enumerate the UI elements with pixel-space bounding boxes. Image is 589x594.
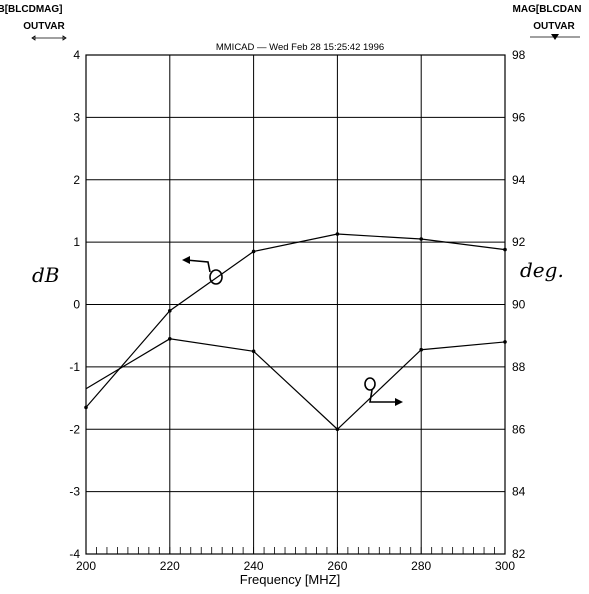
series-right-point xyxy=(419,347,424,352)
x-tick-labels: 200 220 240 260 280 300 xyxy=(76,559,515,573)
y-left-tick-label: -2 xyxy=(69,422,80,436)
series-left-point xyxy=(335,232,340,236)
left-axis-header: B[BLCDMAG] xyxy=(0,4,63,15)
series-left-point xyxy=(251,249,256,254)
y-left-tick-label: -4 xyxy=(69,547,80,561)
series-left-point xyxy=(168,308,172,313)
y-right-tick-label: 86 xyxy=(512,422,526,436)
y-left-tick-labels: 4 3 2 1 0 -1 -2 -3 -4 xyxy=(69,48,80,561)
series-left-point xyxy=(84,405,88,410)
grid xyxy=(86,55,505,554)
series-right-point xyxy=(168,337,172,341)
right-series-arrow-annotation xyxy=(364,377,403,406)
x-tick-label: 220 xyxy=(160,559,180,573)
y-right-tick-label: 88 xyxy=(512,360,526,374)
left-axis-header-marker-tri-r xyxy=(62,35,67,41)
x-axis-label: Frequency [MHZ] xyxy=(240,572,340,587)
y-right-tick-labels: 98 96 94 92 90 88 86 84 82 xyxy=(512,48,526,561)
y-right-tick-label: 96 xyxy=(512,110,526,124)
y-left-tick-label: 4 xyxy=(73,48,80,62)
y-left-tick-label: -3 xyxy=(69,485,80,499)
x-tick-label: 260 xyxy=(327,559,347,573)
x-tick-label: 240 xyxy=(244,559,264,573)
chart-title: MMICAD — Wed Feb 28 15:25:42 1996 xyxy=(216,42,384,53)
y-right-tick-label: 82 xyxy=(512,547,526,561)
series-left-point xyxy=(419,237,424,241)
series-left-line xyxy=(85,233,506,408)
y-right-tick-label: 84 xyxy=(512,485,526,499)
right-axis-header: MAG[BLCDAN xyxy=(513,4,582,15)
series-layer xyxy=(84,232,507,432)
y-left-tick-label: -1 xyxy=(69,360,80,374)
right-axis-header-marker-tri xyxy=(551,34,559,40)
left-axis-subheader: OUTVAR xyxy=(23,21,65,32)
y-right-tick-label: 94 xyxy=(512,173,526,187)
right-hand-label: deg. xyxy=(520,258,564,282)
y-right-tick-label: 90 xyxy=(512,298,526,312)
y-left-tick-label: 0 xyxy=(73,298,80,312)
y-left-tick-label: 2 xyxy=(73,173,80,187)
y-left-tick-label: 3 xyxy=(73,110,80,124)
minor-ticks xyxy=(85,547,506,554)
series-right-point xyxy=(251,349,256,354)
y-right-tick-label: 98 xyxy=(512,48,526,62)
series-left-point xyxy=(503,247,507,252)
x-tick-label: 280 xyxy=(411,559,431,573)
series-right-point xyxy=(503,340,507,344)
left-hand-label: dB xyxy=(32,263,60,287)
series-right-point xyxy=(335,427,340,432)
right-axis-subheader: OUTVAR xyxy=(533,21,575,32)
left-series-arrow-annotation xyxy=(182,256,223,285)
x-tick-label: 200 xyxy=(76,559,96,573)
series-right-line xyxy=(85,338,506,431)
left-axis-header-marker-tri-l xyxy=(31,35,36,41)
x-tick-label: 300 xyxy=(495,559,515,573)
y-left-tick-label: 1 xyxy=(73,235,80,249)
y-right-tick-label: 92 xyxy=(512,235,526,249)
